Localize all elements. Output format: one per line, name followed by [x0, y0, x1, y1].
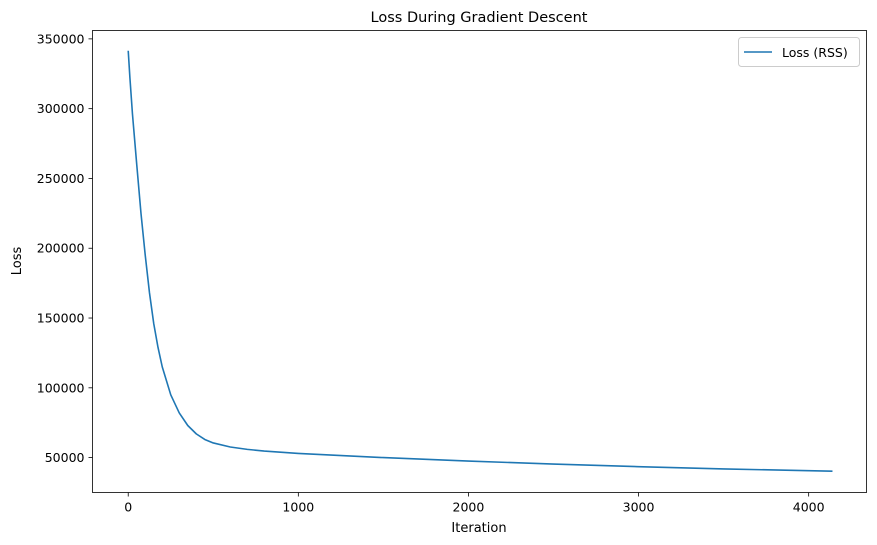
series-line-loss-rss — [127, 50, 833, 472]
x-tick-label: 4000 — [793, 500, 825, 515]
x-tick-label: 0 — [124, 500, 132, 515]
legend-frame — [738, 37, 860, 67]
plot-frame — [92, 30, 867, 493]
y-tick-label: 150000 — [37, 311, 85, 326]
y-tick-label: 300000 — [37, 101, 85, 116]
plot-area — [127, 50, 833, 472]
y-axis-ticks: 50000 100000 150000 200000 250000 300000 35000… — [37, 31, 93, 465]
legend: Loss (RSS) — [738, 37, 860, 67]
x-tick-label: 3000 — [623, 500, 655, 515]
x-axis-ticks: 0 1000 2000 3000 4000 — [124, 492, 825, 515]
legend-label-loss-rss: Loss (RSS) — [782, 45, 848, 60]
x-tick-label: 2000 — [453, 500, 485, 515]
y-axis-label: Loss — [10, 247, 25, 276]
y-tick-label: 200000 — [37, 241, 85, 256]
y-tick-label: 100000 — [37, 380, 85, 395]
x-axis-label: Iteration — [451, 521, 506, 536]
y-tick-label: 250000 — [37, 171, 85, 186]
x-tick-label: 1000 — [282, 500, 314, 515]
chart-title: Loss During Gradient Descent — [371, 10, 588, 26]
y-tick-label: 50000 — [45, 450, 85, 465]
y-tick-label: 350000 — [37, 31, 85, 46]
